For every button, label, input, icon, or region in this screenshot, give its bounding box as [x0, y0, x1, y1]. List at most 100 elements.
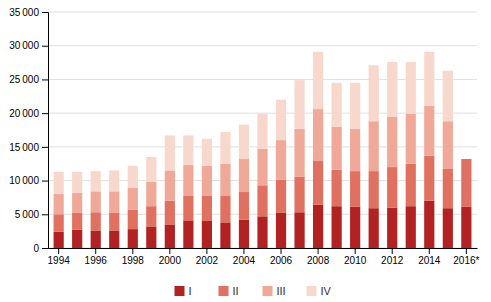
x-tick: 1998 [122, 248, 145, 266]
x-axis-line [49, 248, 478, 249]
bar [294, 80, 304, 129]
bar [313, 52, 323, 109]
bar [369, 171, 379, 208]
bar [72, 230, 82, 248]
bar [406, 164, 416, 206]
bar [165, 201, 175, 225]
bar [332, 127, 342, 170]
bar [313, 161, 323, 205]
bar [239, 159, 249, 192]
bar [220, 164, 230, 196]
y-tick-mark [42, 12, 48, 13]
bar [72, 193, 82, 213]
y-tick-label: 15 000 [9, 142, 39, 153]
bar [202, 139, 212, 166]
bar [276, 180, 286, 213]
y-tick-label: 30 000 [9, 40, 39, 51]
x-tick-mark [392, 248, 393, 254]
bar [54, 232, 64, 248]
bar [443, 168, 453, 208]
x-tick-label: 1998 [122, 255, 145, 266]
x-tick: 2006 [270, 248, 293, 266]
x-tick-label: 2004 [233, 255, 256, 266]
x-tick-label: 2002 [196, 255, 219, 266]
bar [461, 207, 471, 248]
x-tick-mark [58, 248, 59, 254]
bar [128, 166, 138, 188]
legend-label: I [189, 285, 192, 297]
y-tick: 30 000 [9, 40, 48, 51]
x-tick-mark [132, 248, 133, 254]
x-tick: 1994 [48, 248, 71, 266]
x-tick-label: 2006 [270, 255, 293, 266]
legend-item: II [219, 285, 239, 297]
bar [387, 167, 397, 207]
grid [48, 12, 477, 248]
bar [257, 185, 267, 216]
bar [202, 195, 212, 221]
x-tick-mark [95, 248, 96, 254]
bar [257, 114, 267, 149]
bar [146, 182, 156, 206]
x-tick-label: 2012 [381, 255, 404, 266]
y-tick-label: 10 000 [9, 175, 39, 186]
bar [54, 194, 64, 214]
bar [443, 208, 453, 248]
x-tick: 2008 [307, 248, 330, 266]
bar [183, 220, 193, 248]
x-axis: 1994199619982000200220042006200820102012… [48, 248, 480, 266]
bar [369, 65, 379, 121]
bar [461, 159, 471, 207]
x-tick-label: 1996 [85, 255, 108, 266]
bar [128, 210, 138, 230]
bar [443, 121, 453, 168]
y-axis-line [42, 13, 49, 249]
y-tick-mark [42, 147, 48, 148]
x-tick: 2004 [233, 248, 256, 266]
y-tick-mark [42, 46, 48, 47]
bar [72, 213, 82, 230]
x-tick-mark [318, 248, 319, 254]
y-tick-label: 5 000 [15, 209, 40, 220]
bar [332, 170, 342, 206]
bar [350, 207, 360, 248]
x-tick-mark [169, 248, 170, 254]
bar [313, 109, 323, 161]
bar [239, 192, 249, 220]
bar [220, 132, 230, 164]
bar [91, 171, 101, 191]
grid-line [48, 45, 477, 46]
bars [54, 52, 472, 248]
bar [424, 106, 434, 156]
y-tick-label: 20 000 [9, 108, 39, 119]
bar [257, 216, 267, 248]
bar-series [54, 106, 453, 215]
y-tick: 35 000 [9, 7, 48, 18]
bar [406, 206, 416, 248]
legend-label: IV [321, 285, 332, 297]
x-tick-mark [281, 248, 282, 254]
bar [109, 170, 119, 191]
y-tick-mark [42, 181, 48, 182]
bar [406, 114, 416, 164]
bar [387, 117, 397, 168]
bar [183, 165, 193, 195]
bar-series [54, 52, 453, 194]
bar [424, 201, 434, 248]
y-axis: 05 00010 00015 00020 00025 00030 00035 0… [9, 7, 48, 254]
bar [165, 224, 175, 248]
legend-label: III [277, 285, 286, 297]
x-tick-mark [243, 248, 244, 254]
x-tick-label: 2008 [307, 255, 330, 266]
bar [369, 121, 379, 171]
legend-item: I [175, 285, 192, 297]
bar [387, 208, 397, 248]
x-tick-label: 2010 [344, 255, 367, 266]
bar [109, 191, 119, 213]
bar [239, 125, 249, 159]
y-tick-label: 25 000 [9, 74, 39, 85]
bar [165, 135, 175, 170]
legend-item: IV [307, 285, 332, 297]
bar [128, 188, 138, 210]
bar [202, 221, 212, 248]
